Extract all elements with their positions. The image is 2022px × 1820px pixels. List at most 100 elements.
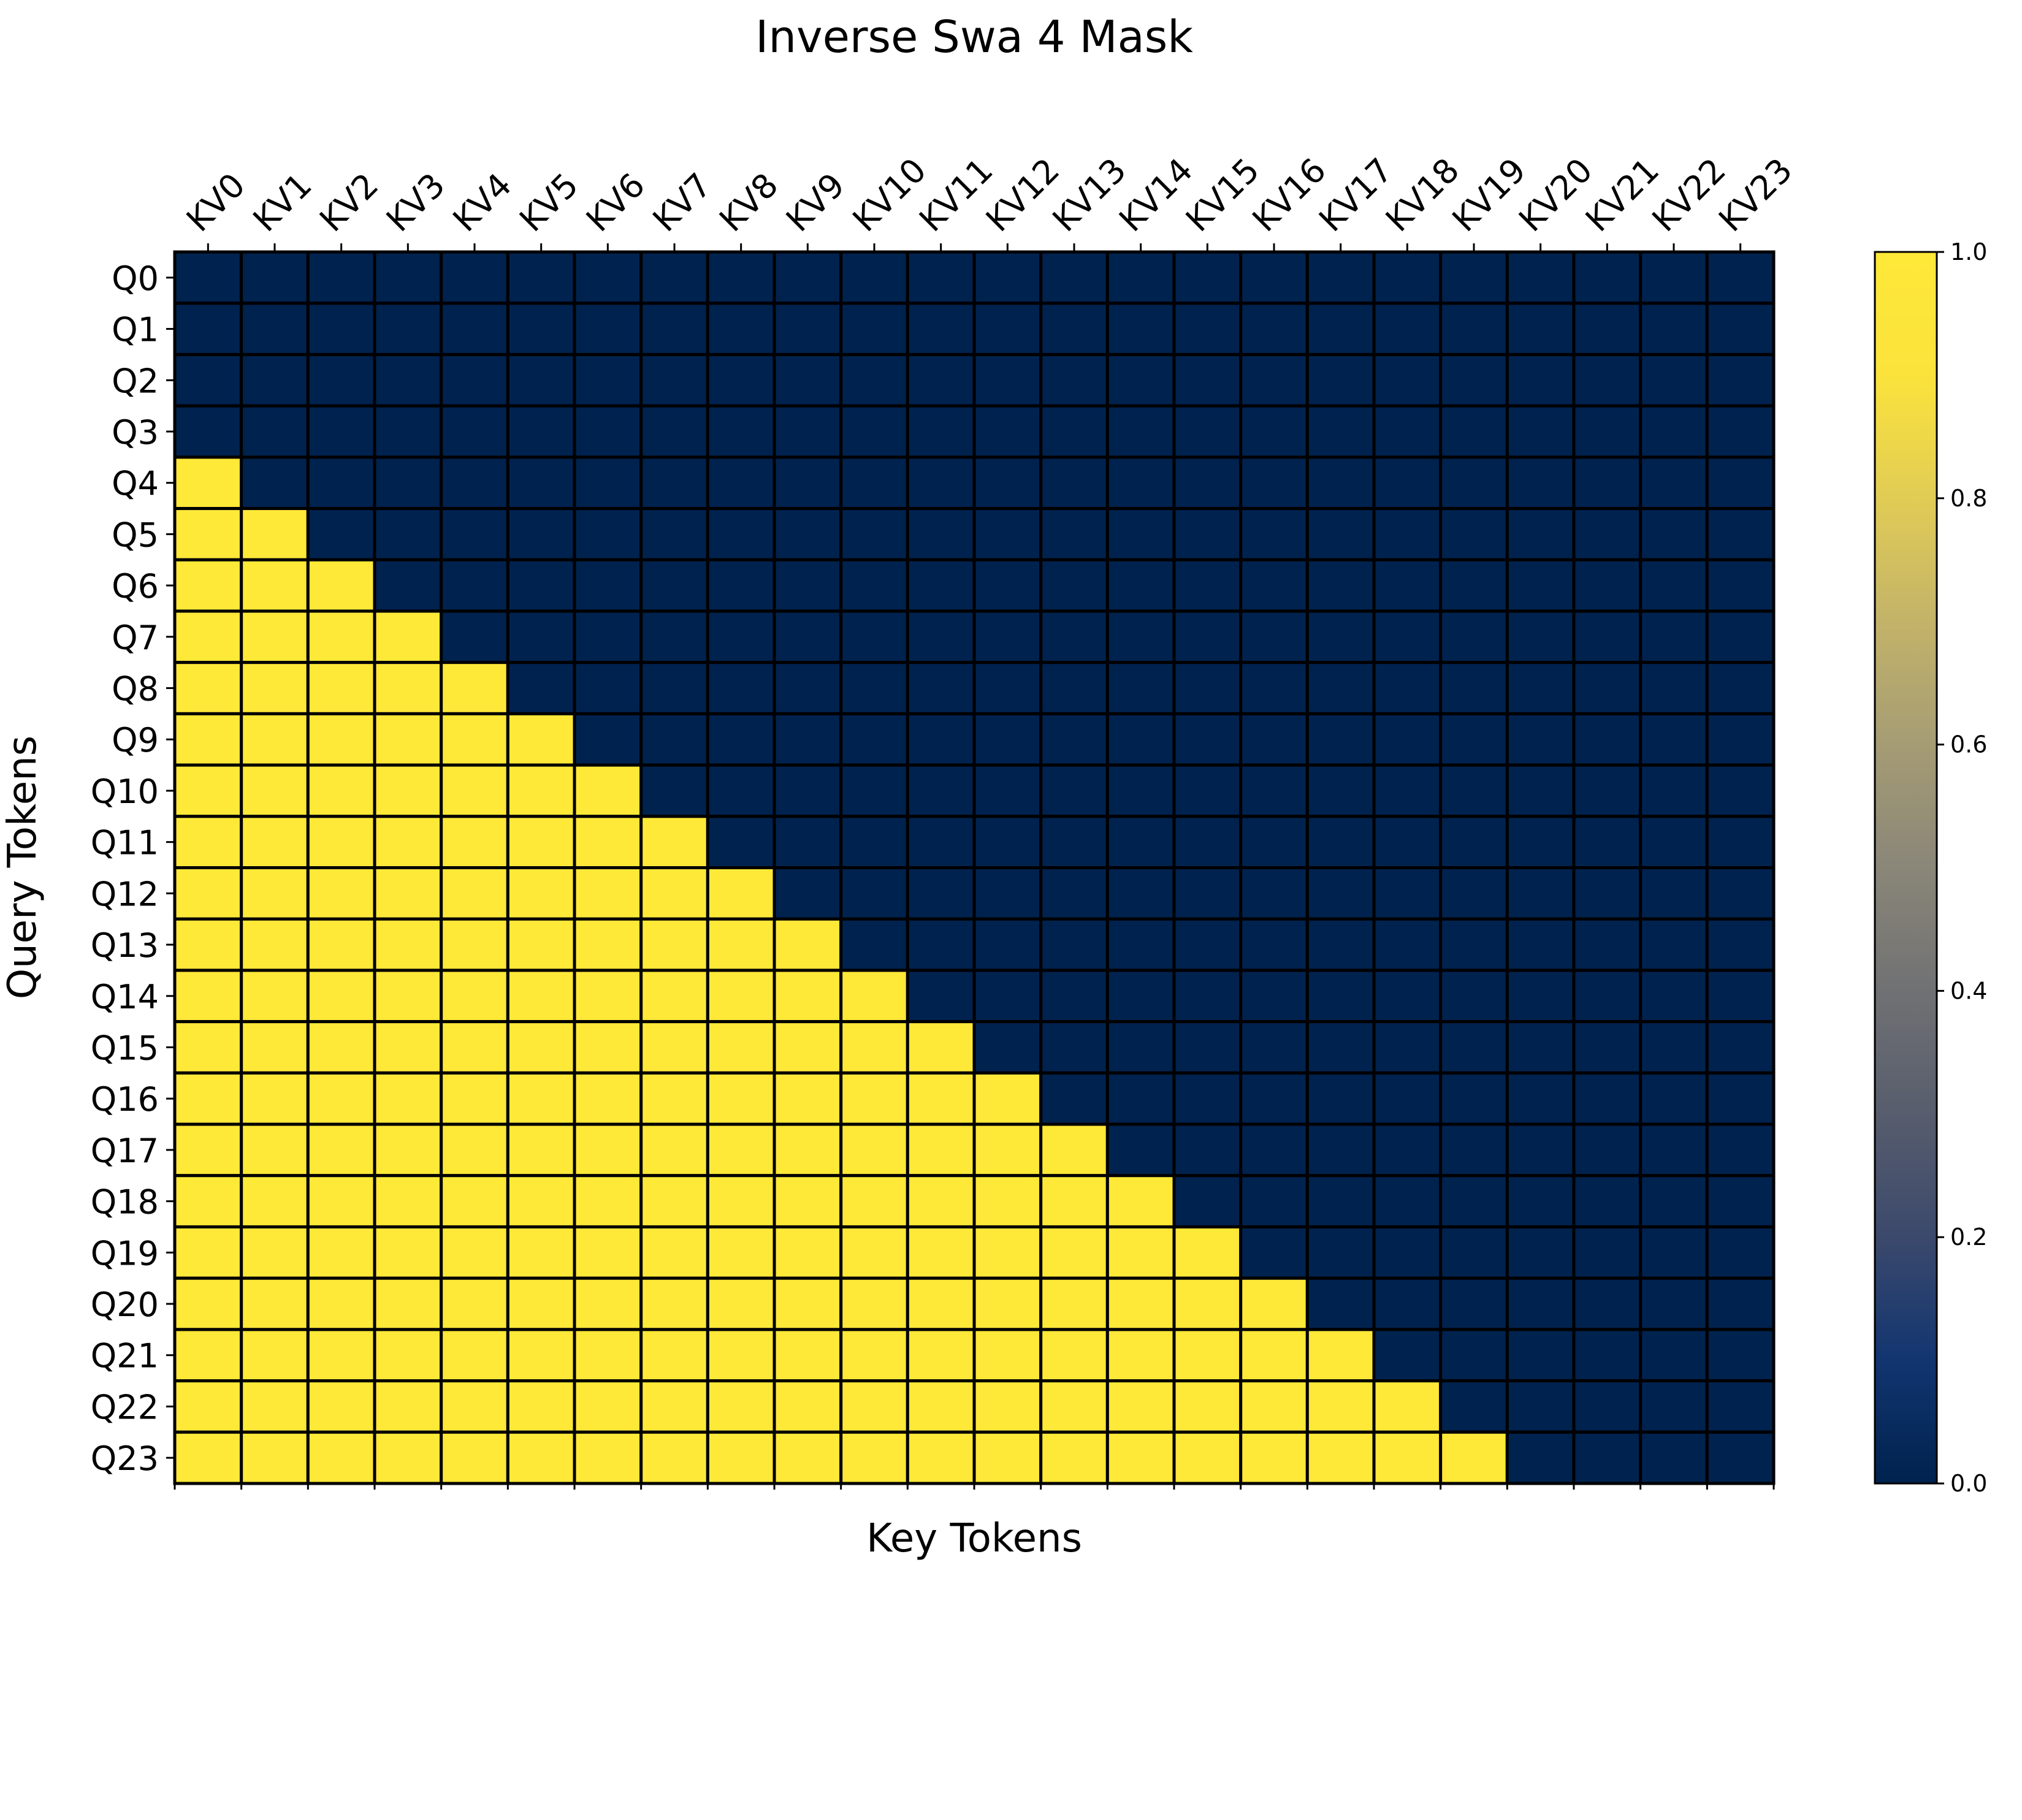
heatmap-cell [1305,815,1376,869]
heatmap-cell [1572,352,1642,408]
heatmap-cell [573,1071,643,1126]
heatmap-cell [1039,1174,1109,1228]
heatmap-cell [1572,1430,1642,1485]
heatmap-cell [1305,507,1376,562]
y-tick-label: Q12 [91,875,159,913]
heatmap-cell [1105,1071,1176,1126]
heatmap-cell [1572,558,1642,613]
heatmap-cell [1439,1174,1509,1228]
heatmap-cell [506,404,576,459]
x-tick-label: KV20 [1511,151,1600,239]
x-tick-label: KV4 [446,166,519,239]
heatmap-cell [1172,250,1243,305]
heatmap-cell [1172,815,1243,869]
heatmap-cell [639,1020,709,1075]
heatmap-cell [639,866,709,921]
y-tick-label: Q18 [91,1183,159,1222]
heatmap-cell [1305,917,1376,972]
heatmap-cell [440,763,509,818]
heatmap-cell [1039,558,1109,613]
heatmap-cell [906,404,976,459]
heatmap-cell [906,1020,976,1075]
heatmap-cell [1505,609,1576,664]
heatmap-cell [240,661,310,715]
heatmap-cell [373,1174,443,1228]
heatmap-cell [173,352,243,408]
heatmap-cell [1305,661,1376,715]
heatmap-cell [1705,661,1776,715]
heatmap-cell [373,250,443,305]
heatmap-cell [972,1071,1043,1126]
heatmap-cell [1505,302,1576,356]
heatmap-cell [1439,712,1509,767]
heatmap-cell [373,1071,443,1126]
heatmap-cell [240,404,310,459]
heatmap-cell [1305,1328,1376,1383]
heatmap-cell [1239,712,1309,767]
heatmap-cells [173,250,1776,1485]
heatmap-cell [240,1071,310,1126]
heatmap-cell [906,1430,976,1485]
heatmap-cell [1505,404,1576,459]
heatmap-cell [639,250,709,305]
heatmap-cell [306,1430,376,1485]
heatmap-cell [1372,609,1443,664]
heatmap-cell [773,1122,843,1178]
heatmap-cell [839,969,909,1024]
heatmap-cell [1572,1174,1642,1228]
heatmap-cell [1372,1379,1443,1434]
heatmap-cell [639,1225,709,1280]
heatmap-cell [173,1174,243,1228]
heatmap-cell [173,917,243,972]
heatmap-cell [1039,1122,1109,1178]
heatmap-cell [1705,1122,1776,1178]
heatmap-cell [1372,507,1443,562]
heatmap-cell [1705,352,1776,408]
x-tick-label: KV10 [845,151,934,239]
heatmap-cell [373,1328,443,1383]
heatmap-cell [972,1328,1043,1383]
heatmap-cell [440,404,509,459]
heatmap-cell [639,1430,709,1485]
heatmap-cell [906,1276,976,1331]
heatmap-cell [1639,404,1709,459]
heatmap-cell [1705,404,1776,459]
x-tick-label: KV9 [779,166,852,239]
heatmap-cell [506,815,576,869]
heatmap-cell [1372,302,1443,356]
heatmap-cell [1705,1430,1776,1485]
heatmap-cell [573,1430,643,1485]
heatmap-cell [506,866,576,921]
colorbar-tick-label: 0.6 [1950,731,1987,758]
heatmap-cell [1172,404,1243,459]
heatmap-cell [240,1430,310,1485]
x-tick-label: KV23 [1711,151,1799,239]
heatmap-cell [1572,1328,1642,1383]
heatmap-cell [506,969,576,1024]
heatmap-cell [173,1122,243,1178]
heatmap-cell [972,455,1043,511]
heatmap-cell [1239,558,1309,613]
heatmap-cell [173,1328,243,1383]
heatmap-cell [1039,815,1109,869]
y-tick-label: Q17 [91,1132,159,1170]
heatmap-cell [306,250,376,305]
heatmap-cell [1439,1020,1509,1075]
x-tick-label: KV14 [1112,151,1200,239]
heatmap-cell [1639,455,1709,511]
heatmap-cell [240,1020,310,1075]
x-tick-label: KV6 [579,166,652,239]
heatmap-cell [706,712,776,767]
heatmap-cell [1372,1071,1443,1126]
heatmap-cell [240,455,310,511]
x-tick-label: KV15 [1178,151,1267,239]
heatmap-cell [573,558,643,613]
y-tick-label: Q9 [112,721,159,760]
heatmap-cell [506,507,576,562]
heatmap-cell [1505,1122,1576,1178]
heatmap-cell [773,917,843,972]
heatmap-cell [1239,1174,1309,1228]
heatmap-cell [1505,1071,1576,1126]
heatmap-cell [1639,917,1709,972]
heatmap-cell [1639,1430,1709,1485]
